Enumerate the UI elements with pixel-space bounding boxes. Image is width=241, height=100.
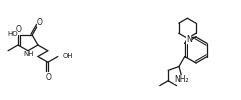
Text: NH: NH [24, 51, 34, 57]
Text: O: O [46, 73, 51, 82]
Text: O: O [37, 18, 43, 27]
Text: O: O [16, 26, 21, 34]
Text: N: N [186, 35, 192, 44]
Text: HO: HO [7, 31, 18, 37]
Text: OH: OH [62, 53, 73, 59]
Text: NH₂: NH₂ [175, 75, 189, 84]
